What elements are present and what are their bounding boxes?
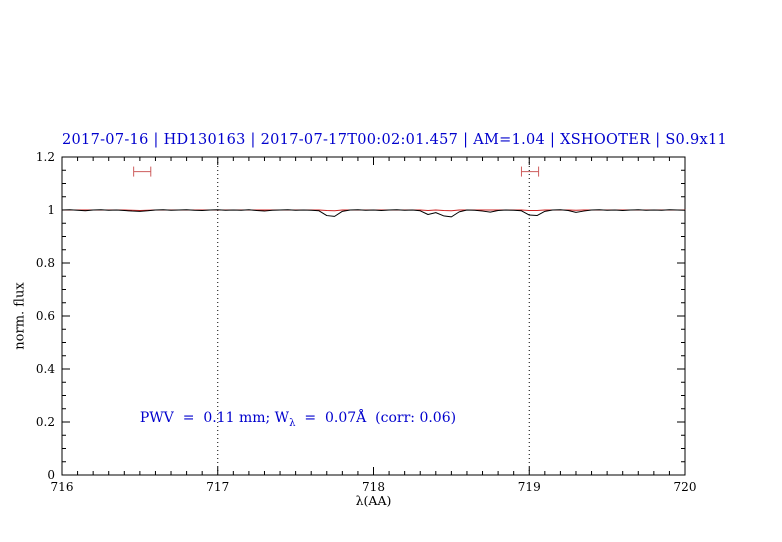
y-axis-label: norm. flux [12,282,28,350]
y-tick-label: 0.8 [36,256,55,270]
y-tick-label: 0.6 [36,309,55,323]
annotation-pre: PWV = 0.11 mm; W [139,410,290,426]
x-tick-label: 718 [362,480,385,494]
pwv-annotation: PWV = 0.11 mm; Wλ = 0.07Å (corr: 0.06) [140,410,456,429]
x-tick-label: 716 [51,480,74,494]
y-axis-ticks: 0 0.2 0.4 0.6 0.8 1 1.2 [36,150,685,482]
x-tick-label: 717 [206,480,229,494]
y-tick-label: 0.2 [36,415,55,429]
annotation-lambda-subscript: λ [289,417,296,429]
series-observed-spectrum [61,209,686,218]
y-tick-label: 0.4 [36,362,55,376]
annotation-post: = 0.07Å (corr: 0.06) [295,410,457,426]
plot-title: 2017-07-16 | HD130163 | 2017-07-17T00:02… [62,132,728,148]
x-axis-label: λ(AA) [355,493,392,508]
x-tick-label: 720 [674,480,697,494]
x-axis-ticks: 716 717 718 719 720 [51,157,697,494]
y-tick-label: 1.2 [36,150,55,164]
y-tick-label: 0 [47,468,55,482]
line-interval-markers [133,166,540,177]
x-tick-label: 719 [518,480,541,494]
y-tick-label: 1 [47,203,55,217]
